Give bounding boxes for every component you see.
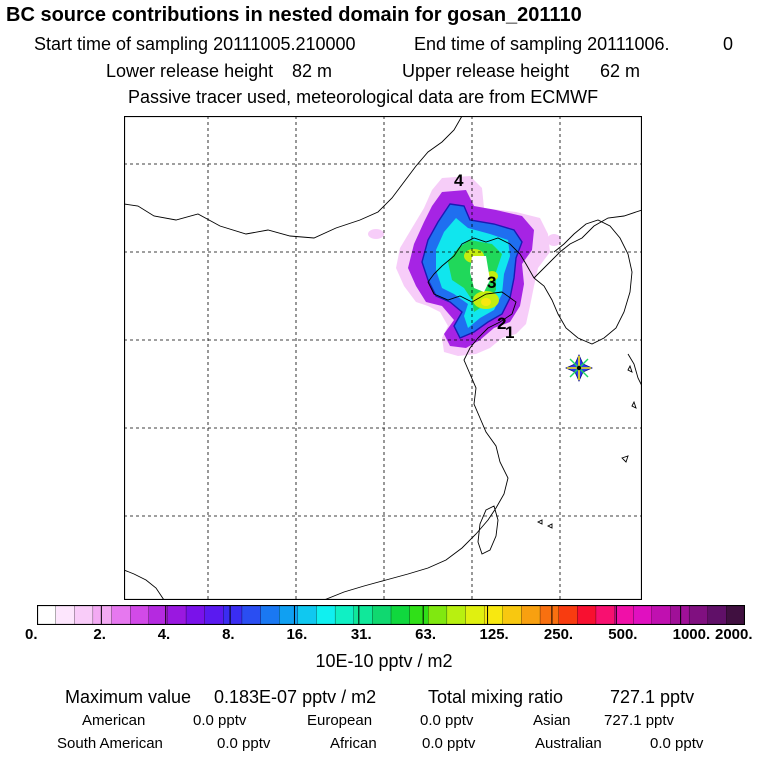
colorbar-cell [167,605,187,625]
colorbar-cell [465,605,485,625]
colorbar-cell [260,605,280,625]
colorbar-tick-label: 16. [286,626,308,643]
region-asian-label: Asian [533,712,571,729]
colorbar-tick-label: 500. [608,626,638,643]
colorbar-cell [353,605,373,625]
plume-contour [421,203,523,339]
region-south-american-label: South American [57,735,163,752]
colorbar-cell [37,605,57,625]
colorbar-cell [595,605,616,625]
source-label-4: 4 [454,171,464,190]
colorbar-cell [651,605,672,625]
colorbar-tick-label: 2000. [715,626,753,643]
region-asian-value: 727.1 pptv [604,712,675,729]
plume-yellow-core [481,298,491,306]
colorbar-tick-label: 125. [479,626,509,643]
colorbar-cell [74,605,94,625]
colorbar-cell [446,605,467,625]
lower-height-label: Lower release height [106,61,274,81]
source-label-3: 3 [487,273,496,292]
total-mixing-value: 727.1 pptv [610,687,695,707]
map-frame [124,116,642,600]
total-mixing-label: Total mixing ratio [428,687,564,707]
region-african-value: 0.0 pptv [422,735,476,752]
colorbar-cell [726,605,745,625]
region-south-american-value: 0.0 pptv [217,735,271,752]
lower-height-value: 82 m [292,61,333,81]
colorbar-cell [521,605,541,625]
start-time-label: Start time of sampling 20111005.210000 [34,34,356,54]
upper-height-value: 62 m [600,61,641,81]
colorbar-cell [707,605,727,625]
colorbar-tick-label: 31. [350,626,372,643]
colorbar-cell [223,605,243,625]
source-label-2: 2 [497,314,506,333]
end-time-value: 0 [723,34,734,54]
concentration-plume [368,176,561,356]
region-american-value: 0.0 pptv [193,712,247,729]
colorbar-cell [279,605,299,625]
region-european-value: 0.0 pptv [420,712,474,729]
end-time-label: End time of sampling 20111006. [414,34,670,54]
colorbar-cell [670,605,690,625]
colorbar-cell [390,605,411,625]
colorbar-cell [539,605,560,625]
colorbar-cell [502,605,522,625]
region-european-label: European [307,712,373,729]
colorbar-cell [577,605,597,625]
colorbar-cell [334,605,355,625]
colorbar-tick-label: 2. [93,626,106,643]
colorbar-cell [558,605,578,625]
colorbar-cell [297,605,318,625]
colorbar-tick-label: 63. [415,626,437,643]
source-label-1: 1 [505,323,514,342]
receptor-star-icon [565,354,593,382]
colorbar-cell [614,605,634,625]
plot-title: BC source contributions in nested domain… [6,4,582,26]
region-australian-label: Australian [535,735,602,752]
colorbar-tick-label: 8. [222,626,235,643]
region-australian-value: 0.0 pptv [650,735,704,752]
colorbar-cell [241,605,262,625]
map-background [124,116,642,600]
source-contribution-map: 4 3 2 1 [124,116,642,600]
colorbar-cell [316,605,336,625]
colorbar-cell [92,605,113,625]
colorbar [37,605,745,625]
colorbar-cell [185,605,206,625]
tracer-note: Passive tracer used, meteorological data… [128,87,599,107]
colorbar-cell [409,605,429,625]
coastlines-and-borders [124,116,642,600]
colorbar-cell [111,605,131,625]
colorbar-tick-label: 1000. [672,626,711,643]
colorbar-cell [204,605,224,625]
colorbar-cell [148,605,168,625]
max-value: 0.183E-07 pptv / m2 [214,687,377,707]
max-value-label: Maximum value [65,687,192,707]
colorbar-cell [688,605,709,625]
colorbar-cell [130,605,150,625]
upper-height-label: Upper release height [402,61,570,81]
region-american-label: American [82,712,146,729]
colorbar-cell [55,605,75,625]
colorbar-cell [633,605,653,625]
region-african-label: African [330,735,377,752]
lat-lon-grid [124,116,642,600]
colorbar-cell [372,605,392,625]
colorbar-cell [484,605,504,625]
plume-gap [470,256,490,292]
colorbar-tick-label: 0. [25,626,38,643]
colorbar-tick-label: 4. [157,626,171,643]
colorbar-tick-label: 250. [543,626,574,643]
colorbar-units: 10E-10 pptv / m2 [315,651,453,671]
colorbar-cell [428,605,448,625]
